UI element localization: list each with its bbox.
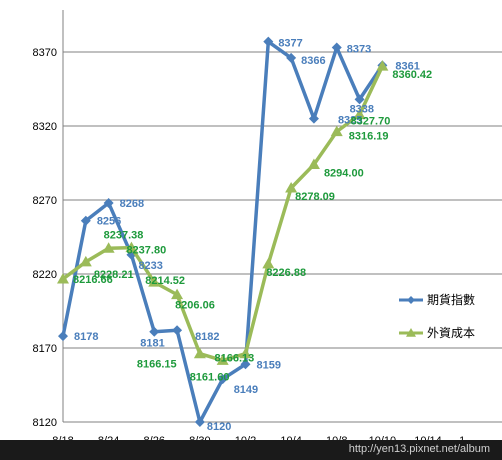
data-point-futures [263,36,274,47]
data-label-futures: 8178 [74,331,98,343]
data-label-futures: 8181 [140,338,164,350]
watermark-text: http://yen13.pixnet.net/album [348,443,490,455]
data-label-foreign: 8228.21 [94,269,134,281]
x-tick-label: 10/8 [326,435,347,440]
y-tick-label: 8270 [33,195,57,207]
data-label-foreign: 8214.52 [145,275,185,287]
x-tick-label: 8/30 [189,435,210,440]
data-point-foreign [330,125,343,137]
data-label-futures: 8120 [207,421,231,433]
data-point-futures [103,197,114,208]
data-point-futures [240,359,251,370]
x-tick-label: 10/4 [280,435,301,440]
data-label-foreign: 8161.60 [190,371,230,383]
data-point-futures [286,52,297,63]
data-point-futures [354,94,365,105]
data-label-foreign: 8327.70 [351,116,391,128]
x-tick-label: 8/18 [52,435,73,440]
data-point-foreign [79,255,92,267]
series-line-foreign [61,65,384,363]
data-point-foreign [193,347,206,359]
legend-label-foreign: 外資成本 [427,326,475,340]
data-label-futures: 8325 [338,115,362,127]
legend-marker-foreign [406,328,416,337]
data-labels: 8178 8256 8268 8233 8181 8182 8120 8149 8159 8377… [73,38,432,433]
x-tick-label: 1 [459,435,465,440]
legend-label-futures: 期貨指數 [427,292,475,307]
data-point-foreign [148,276,161,287]
data-point-futures [308,113,319,124]
data-label-futures: 8233 [138,260,162,272]
x-tick-label: 10/14 [414,435,442,440]
data-label-futures: 8256 [97,216,121,228]
data-label-foreign: 8294.00 [324,167,364,179]
legend-marker-futures [407,296,415,304]
data-label-futures: 8377 [278,38,302,50]
data-label-foreign: 8216.66 [73,274,113,286]
data-label-foreign: 8206.06 [175,300,215,312]
data-label-futures: 8159 [257,359,281,371]
data-label-foreign: 8237.38 [104,229,144,241]
x-tick-label: 8/24 [98,435,119,440]
y-tick-label: 8320 [33,121,57,133]
data-label-foreign: 8278.09 [295,191,335,203]
y-axis: 8120 8170 8220 8270 8320 8370 [33,10,64,429]
data-point-foreign [102,242,115,253]
data-point-futures [217,374,228,385]
data-point-futures [80,215,91,226]
x-tick-label: 10/2 [235,435,256,440]
data-label-foreign: 8166.13 [215,353,255,365]
x-tick-label: 10/10 [369,435,397,440]
data-point-foreign [262,257,275,269]
data-point-foreign [171,288,184,300]
line-chart: 8120 8170 8220 8270 8320 8370 8/18 8/24 8/26 8/3… [33,10,502,440]
data-point-foreign [125,241,138,253]
data-label-foreign: 8226.88 [266,267,306,279]
data-point-foreign [57,272,69,284]
y-tick-label: 8120 [33,417,57,429]
data-label-futures: 8338 [350,103,374,115]
data-label-futures: 8361 [395,60,419,72]
data-label-foreign: 8316.19 [349,131,389,143]
y-tick-label: 8170 [33,343,57,355]
data-label-futures: 8373 [347,44,371,56]
data-label-futures: 8182 [195,331,219,343]
data-point-foreign [285,182,298,193]
data-point-futures [194,417,205,427]
data-point-futures [149,326,160,337]
data-label-foreign: 8360.42 [392,69,432,81]
data-point-foreign [307,158,320,169]
data-point-futures [172,325,183,336]
data-point-foreign [353,108,366,120]
y-tick-label: 8220 [33,269,57,281]
data-label-futures: 8149 [234,384,258,396]
series-group [57,36,389,427]
x-axis: 8/18 8/24 8/26 8/30 10/2 10/4 10/8 10/10 10/14 1 [52,435,465,440]
data-label-futures: 8366 [301,55,325,67]
data-label-foreign: 8237.80 [126,245,166,257]
data-point-foreign [376,60,389,71]
watermark-bar: http://yen13.pixnet.net/album [0,440,502,460]
data-point-futures [331,42,342,53]
x-tick-label: 8/26 [144,435,165,440]
data-label-futures: 8268 [120,198,144,210]
y-tick-label: 8370 [33,47,57,59]
data-label-foreign: 8166.15 [137,359,177,371]
data-point-foreign [216,354,229,365]
data-point-futures [58,331,68,342]
data-point-foreign [239,347,252,359]
